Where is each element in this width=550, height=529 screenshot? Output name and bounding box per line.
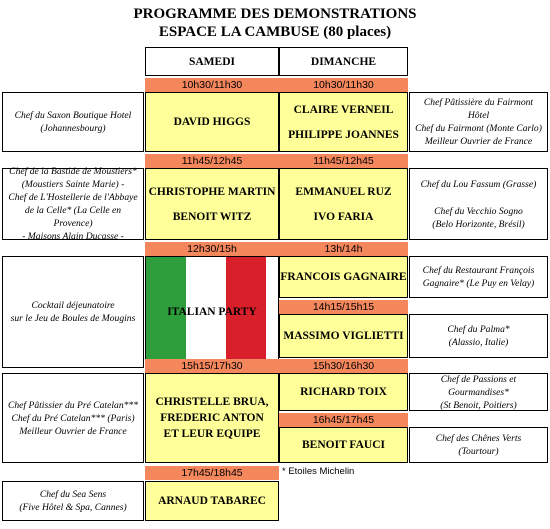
chef-name: EMMANUEL RUZ	[295, 185, 392, 198]
desc-line: sur le Jeu de Boules de Mougins	[10, 313, 136, 324]
chef-sat-slot5: ARNAUD TABAREC	[145, 481, 279, 521]
chef-sun-slot4a: RICHARD TOIX	[279, 373, 408, 411]
time-sun-slot1: 10h30/11h30	[279, 78, 408, 92]
chef-name: ET LEUR EQUIPE	[163, 428, 261, 440]
desc-line: Cocktail déjeunatoire	[31, 300, 115, 311]
desc-line: (Tourtour)	[458, 446, 499, 457]
desc-right-slot2: Chef du Lou Fassum (Grasse) Chef du Vecc…	[409, 168, 548, 240]
desc-line: Chef de la Bastide de Moustiers*	[9, 166, 137, 177]
desc-line: (Belo Horizonte, Brésil)	[432, 218, 525, 230]
title-line-2: ESPACE LA CAMBUSE (80 places)	[158, 24, 392, 40]
desc-line: Meilleur Ouvrier de France	[424, 136, 533, 147]
desc-left-slot3: Cocktail déjeunatoire sur le Jeu de Boul…	[2, 256, 144, 368]
desc-right-slot3b: Chef du Palma* (Alassio, Italie)	[409, 314, 548, 358]
time-sat-slot5: 17h45/18h45	[145, 466, 279, 480]
flag-stripe-red	[226, 257, 266, 367]
chef-sat-slot4: CHRISTELLE BRUA, FREDERIC ANTON ET LEUR …	[145, 373, 279, 463]
desc-line: Chef de L'Hostellerie de l'Abbaye	[8, 192, 138, 203]
footnote: * Etoiles Michelin	[282, 466, 355, 477]
desc-right-slot1: Chef Pâtissière du Fairmont Hôtel Chef d…	[409, 92, 548, 152]
desc-left-slot1: Chef du Saxon Boutique Hotel (Johannesbo…	[2, 92, 144, 152]
desc-line: de la Celle* (La Celle en Provence)	[24, 205, 122, 229]
italian-party-flag: ITALIAN PARTY	[145, 256, 279, 368]
desc-line: Chef du Palma*	[447, 324, 510, 335]
title-line-1: PROGRAMME DES DEMONSTRATIONS	[133, 6, 417, 22]
chef-name: BENOIT WITZ	[172, 210, 252, 223]
desc-left-slot4: Chef Pâtissier du Pré Catelan*** Chef du…	[2, 373, 144, 463]
desc-line: Chef du Lou Fassum (Grasse)	[420, 178, 537, 190]
chef-sat-slot2: CHRISTOPHE MARTIN BENOIT WITZ	[145, 168, 279, 240]
desc-line: Chef des Chênes Verts	[435, 433, 522, 444]
desc-line: - Maisons Alain Ducasse -	[22, 231, 124, 242]
desc-line: Chef du Sea Sens	[39, 489, 107, 500]
chef-sun-slot3a: FRANCOIS GAGNAIRE	[279, 256, 408, 298]
desc-line: (Alassio, Italie)	[448, 337, 509, 348]
desc-right-slot3a: Chef du Restaurant François Gagnaire* (L…	[409, 256, 548, 298]
time-sun-slot2: 11h45/12h45	[279, 154, 408, 168]
time-sun-slot4a: 15h30/16h30	[279, 359, 408, 373]
desc-line: (Johannesbourg)	[40, 123, 106, 134]
desc-line: (Moustiers Sainte Marie) -	[21, 179, 125, 190]
desc-line: (St Benoit, Poitiers)	[440, 399, 517, 411]
chef-sat-slot1: DAVID HIGGS	[145, 92, 279, 152]
desc-right-slot4a: Chef de Passions et Gourmandises* (St Be…	[409, 373, 548, 411]
flag-stripe-white	[186, 257, 226, 367]
header-dimanche: DIMANCHE	[279, 47, 408, 76]
desc-line: Chef du Saxon Boutique Hotel	[14, 110, 132, 121]
italian-party-label: ITALIAN PARTY	[167, 306, 257, 318]
time-sat-slot2: 11h45/12h45	[145, 154, 279, 168]
desc-line: Chef du Pré Catelan*** (Paris)	[11, 412, 135, 424]
chef-sun-slot3b: MASSIMO VIGLIETTI	[279, 314, 408, 358]
time-sun-slot3b: 14h15/15h15	[279, 300, 408, 314]
desc-right-slot4b: Chef des Chênes Verts (Tourtour)	[409, 427, 548, 463]
header-samedi: SAMEDI	[145, 47, 279, 76]
desc-left-slot2: Chef de la Bastide de Moustiers* (Mousti…	[2, 166, 144, 242]
time-sun-slot4b: 16h45/17h45	[279, 413, 408, 427]
time-sat-slot3: 12h30/15h	[145, 242, 279, 256]
desc-line: Chef de Passions et Gourmandises*	[440, 373, 517, 398]
desc-left-slot5: Chef du Sea Sens (Five Hôtel & Spa, Cann…	[2, 481, 144, 521]
chef-sun-slot2: EMMANUEL RUZ IVO FARIA	[279, 168, 408, 240]
time-sun-slot3: 13h/14h	[279, 242, 408, 256]
chef-name: CHRISTELLE BRUA,	[155, 396, 269, 408]
chef-sun-slot1: CLAIRE VERNEIL PHILIPPE JOANNES	[279, 92, 408, 152]
desc-line: (Five Hôtel & Spa, Cannes)	[19, 502, 127, 513]
desc-line: Gagnaire* (Le Puy en Velay)	[422, 278, 535, 289]
desc-line: Meilleur Ouvrier de France	[19, 425, 127, 437]
desc-line: Chef du Vecchio Sogno	[434, 205, 523, 217]
desc-line: Chef du Fairmont (Monte Carlo)	[415, 123, 542, 134]
flag-stripe-green	[146, 257, 186, 367]
chef-name: CLAIRE VERNEIL	[293, 103, 394, 116]
desc-line: Chef Pâtissier du Pré Catelan***	[7, 399, 139, 411]
chef-name: CHRISTOPHE MARTIN	[148, 185, 276, 198]
time-sat-slot4: 15h15/17h30	[145, 359, 279, 373]
chef-name: PHILIPPE JOANNES	[288, 128, 399, 141]
desc-line: Chef du Restaurant François	[422, 265, 535, 276]
chef-name: FREDERIC ANTON	[160, 412, 264, 424]
time-sat-slot1: 10h30/11h30	[145, 78, 279, 92]
chef-name: IVO FARIA	[313, 210, 374, 223]
chef-sun-slot4b: BENOIT FAUCI	[279, 427, 408, 463]
desc-line: Chef Pâtissière du Fairmont Hôtel	[423, 97, 534, 121]
